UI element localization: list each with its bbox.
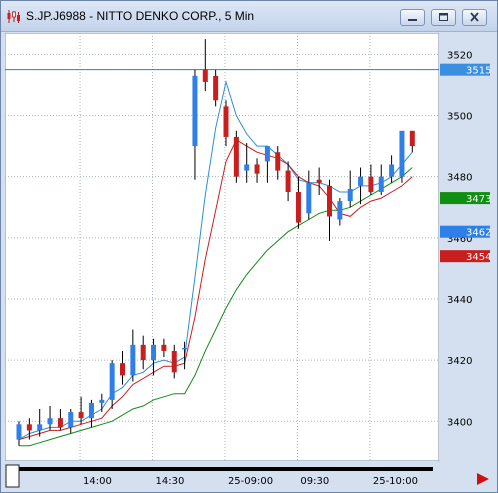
price-tag bbox=[440, 225, 490, 238]
candle-body bbox=[306, 182, 312, 214]
candle-body bbox=[285, 170, 291, 192]
scroll-right-arrow-icon[interactable] bbox=[477, 473, 489, 485]
candle-body bbox=[399, 130, 405, 177]
minimize-button[interactable] bbox=[400, 9, 425, 26]
close-icon bbox=[470, 12, 479, 22]
candle-body bbox=[213, 75, 219, 101]
candle-body bbox=[389, 164, 395, 177]
candle-body bbox=[161, 344, 167, 351]
candle-body bbox=[192, 75, 198, 147]
candle-body bbox=[16, 424, 22, 440]
price-chart[interactable]: 3520 3500 3480 3460 3440 3420 3400 3515 3473 3462… bbox=[4, 32, 495, 489]
price-tag-label: 3515 bbox=[466, 66, 491, 77]
candle-body bbox=[409, 130, 415, 147]
candle-body bbox=[378, 176, 384, 192]
y-tick-label: 3520 bbox=[447, 50, 472, 61]
candle-body bbox=[327, 185, 332, 217]
x-tick-label: 25-10:00 bbox=[373, 476, 418, 487]
candle-body bbox=[358, 176, 364, 186]
plot-background bbox=[4, 32, 440, 462]
candle-body bbox=[264, 146, 270, 162]
candle-body bbox=[78, 412, 84, 419]
candle-body bbox=[140, 344, 146, 361]
candle-body bbox=[130, 344, 136, 376]
candle-body bbox=[47, 418, 53, 425]
candle-body bbox=[182, 347, 188, 350]
chart-area[interactable]: 3520 3500 3480 3460 3440 3420 3400 3515 3473 3462… bbox=[4, 32, 495, 489]
minimize-icon bbox=[408, 19, 417, 21]
candle-body bbox=[171, 350, 177, 373]
candle-body bbox=[68, 412, 74, 428]
candle-body bbox=[254, 164, 260, 174]
x-tick-label: 14:30 bbox=[156, 476, 185, 487]
price-tag-label: 3462 bbox=[466, 228, 491, 239]
close-button[interactable] bbox=[462, 9, 487, 26]
time-scrollbar[interactable] bbox=[19, 467, 433, 471]
price-axis-background bbox=[439, 33, 495, 461]
time-axis-background bbox=[5, 461, 439, 489]
candle-body bbox=[88, 402, 94, 419]
candle-body bbox=[337, 201, 343, 220]
candle-body bbox=[151, 344, 157, 361]
restore-button[interactable] bbox=[431, 9, 456, 26]
y-tick-label: 3400 bbox=[447, 417, 472, 428]
candle-body bbox=[57, 418, 63, 428]
moving-average-line bbox=[19, 167, 413, 447]
candle-body bbox=[244, 164, 250, 171]
candle-body bbox=[109, 363, 115, 400]
moving-average-line bbox=[18, 139, 413, 441]
restore-icon bbox=[439, 13, 448, 21]
candle-body bbox=[99, 399, 105, 403]
y-tick-label: 3440 bbox=[447, 295, 472, 306]
x-tick-label: 14:00 bbox=[83, 476, 112, 487]
candlestick-chart-icon bbox=[7, 10, 20, 23]
moving-average-line bbox=[18, 79, 413, 441]
candle-body bbox=[295, 191, 301, 223]
x-tick-label: 09:30 bbox=[300, 476, 329, 487]
price-tag bbox=[440, 63, 490, 76]
title-bar[interactable]: S.JP.J6988 - NITTO DENKO CORP., 5 Min bbox=[1, 1, 497, 32]
candle-body bbox=[316, 179, 322, 183]
candle-body bbox=[223, 106, 229, 137]
scroll-handle[interactable] bbox=[5, 464, 20, 488]
candle-body bbox=[347, 188, 353, 202]
candle-body bbox=[368, 176, 374, 192]
candle-body bbox=[275, 152, 281, 171]
price-tag-label: 3473 bbox=[466, 194, 491, 205]
x-tick-label: 25-09:00 bbox=[228, 476, 273, 487]
y-tick-label: 3500 bbox=[447, 112, 472, 123]
price-tag bbox=[440, 192, 490, 205]
y-tick-label: 3460 bbox=[447, 234, 472, 245]
candle-body bbox=[233, 136, 239, 177]
candle-body bbox=[120, 363, 125, 376]
y-tick-label: 3420 bbox=[447, 356, 472, 367]
window-title: S.JP.J6988 - NITTO DENKO CORP., 5 Min bbox=[26, 9, 255, 23]
price-tag bbox=[440, 250, 490, 263]
candle-body bbox=[26, 424, 32, 431]
y-tick-label: 3480 bbox=[447, 173, 472, 184]
candle-body bbox=[202, 69, 208, 82]
price-tag-label: 3454 bbox=[466, 252, 491, 263]
candle-body bbox=[37, 424, 43, 431]
